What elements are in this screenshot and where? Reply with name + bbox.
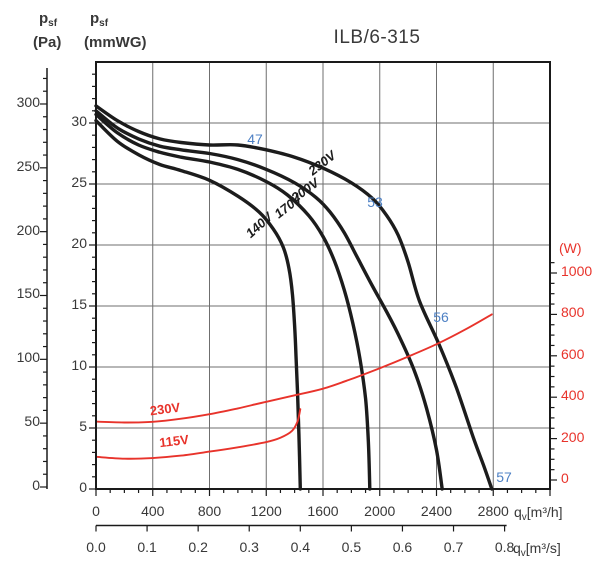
flow-s-tick-label: 0.6 (392, 539, 413, 555)
gridlines (96, 62, 550, 489)
sound-label-57: 57 (496, 468, 512, 485)
pa-axis (40, 68, 48, 489)
mmwg-tick-label: 30 (71, 113, 87, 129)
pa-tick-label: 300 (16, 93, 40, 110)
mmwg-tick-label: 25 (71, 174, 87, 190)
watts-tick-label: 0 (561, 470, 569, 486)
power-curve-115v (95, 408, 302, 460)
flow-s-tick-label: 0.4 (290, 539, 311, 555)
watts-axis (550, 262, 557, 481)
pa-tick-label: 250 (16, 157, 40, 174)
sound-label-53: 53 (367, 194, 383, 211)
watts-tick-label: 600 (561, 345, 585, 362)
flow-h-tick-label: 0 (92, 503, 100, 519)
fan-curve-170v (94, 112, 372, 491)
page-title: ILB/6-315 (333, 27, 421, 48)
watts-tick-label: 400 (561, 387, 585, 404)
sound-label-47: 47 (247, 130, 263, 147)
pa-tick-label: 200 (16, 221, 40, 238)
fan-curve-140v (94, 118, 302, 491)
power-curves (95, 313, 493, 460)
flow-h-tick-label: 2800 (477, 503, 509, 519)
watts-axis-unit: (W) (559, 240, 582, 256)
mmwg-tick-label: 15 (71, 296, 87, 312)
mmwg-axis-symbol: psf (90, 10, 109, 29)
fan-curve-200v (94, 109, 444, 491)
flow-s-axis-unit: qv[m³/s] (513, 540, 561, 559)
pa-tick-label: 0 (32, 477, 40, 493)
mmwg-tick-label: 10 (71, 357, 87, 373)
mmwg-axis-unit: (mmWG) (84, 34, 147, 51)
sound-label-56: 56 (433, 308, 449, 325)
flow-h-tick-label: 2400 (420, 503, 453, 519)
fan-curves (94, 104, 494, 491)
flow-h-tick-label: 1200 (250, 503, 282, 519)
mmwg-tick-label: 0 (79, 479, 87, 495)
flow-s-tick-label: 0.8 (494, 539, 515, 555)
flow-h-axis (95, 489, 551, 496)
flow-h-axis-unit: qv[m³/h] (514, 504, 563, 523)
watts-tick-label: 200 (561, 428, 585, 445)
pa-axis-unit: (Pa) (33, 34, 62, 51)
power-curve-230v (95, 313, 493, 424)
flow-s-tick-label: 0.0 (86, 539, 106, 555)
fan-curve-230v (94, 104, 494, 491)
flow-s-tick-label: 0.3 (239, 539, 259, 555)
flow-h-tick-label: 1600 (307, 503, 339, 519)
flow-s-tick-label: 0.1 (137, 539, 157, 555)
flow-s-tick-label: 0.2 (188, 539, 208, 555)
flow-h-tick-label: 2000 (364, 503, 396, 519)
flow-s-axis (95, 524, 507, 532)
mmwg-axis-header: psf (mmWG) (84, 9, 147, 52)
pa-tick-label: 150 (16, 285, 40, 302)
watts-tick-label: 800 (561, 304, 585, 321)
flow-s-tick-label: 0.5 (341, 539, 362, 555)
mmwg-axis (89, 73, 96, 490)
mmwg-tick-label: 5 (79, 418, 87, 434)
pa-axis-symbol: psf (39, 10, 58, 29)
mmwg-tick-label: 20 (71, 235, 87, 251)
pa-tick-label: 50 (24, 413, 40, 430)
flow-h-tick-label: 800 (197, 503, 222, 519)
watts-tick-label: 1000 (561, 263, 593, 279)
pa-tick-label: 100 (16, 349, 40, 366)
flow-h-tick-label: 400 (141, 503, 165, 519)
flow-s-tick-label: 0.7 (443, 539, 464, 555)
pa-axis-header: psf (Pa) (33, 9, 61, 52)
